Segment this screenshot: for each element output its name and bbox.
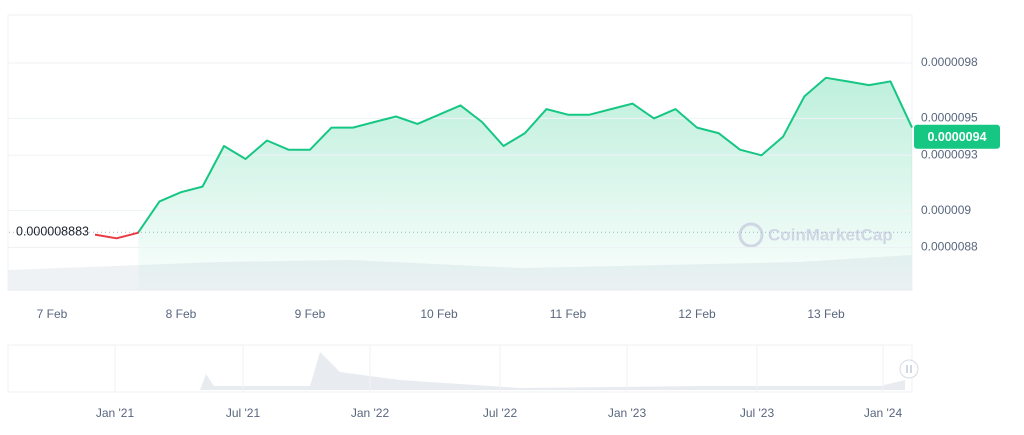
- y-tick-label: 0.0000088: [921, 240, 978, 254]
- watermark-logo: [738, 222, 764, 248]
- price-area: [138, 77, 912, 290]
- y-tick-label: 0.000009: [921, 203, 971, 217]
- current-price-tag: [914, 124, 1000, 149]
- x-tick-label: 10 Feb: [420, 307, 458, 321]
- x-tick-label: 8 Feb: [166, 307, 197, 321]
- navigator-label: Jan '23: [608, 406, 647, 420]
- navigator-label: Jan '24: [864, 406, 903, 420]
- navigator-area: [8, 352, 905, 390]
- x-tick-label: 9 Feb: [295, 307, 326, 321]
- current-price-label: 0.0000094: [927, 130, 986, 144]
- x-tick-label: 7 Feb: [37, 307, 68, 321]
- watermark-text: CoinMarketCap: [768, 225, 893, 244]
- y-tick-label: 0.0000098: [921, 55, 978, 69]
- navigator-label: Jul '22: [483, 406, 518, 420]
- navigator-handle[interactable]: [899, 359, 919, 379]
- navigator: [7, 344, 919, 393]
- handle-grip: [906, 365, 912, 373]
- x-tick-label: 13 Feb: [807, 307, 845, 321]
- price-line: [94, 76, 913, 240]
- y-tick-label: 0.0000095: [921, 111, 978, 125]
- x-tick-label: 12 Feb: [678, 307, 716, 321]
- navigator-label: Jan '22: [351, 406, 390, 420]
- navigator-label: Jul '21: [226, 406, 261, 420]
- y-tick-label: 0.0000093: [921, 147, 978, 161]
- reference-label: 0.000008883: [16, 225, 89, 239]
- navigator-label: Jan '21: [96, 406, 135, 420]
- navigator-label: Jul '23: [740, 406, 775, 420]
- x-tick-label: 11 Feb: [550, 307, 587, 321]
- watermark: CoinMarketCap: [738, 222, 893, 248]
